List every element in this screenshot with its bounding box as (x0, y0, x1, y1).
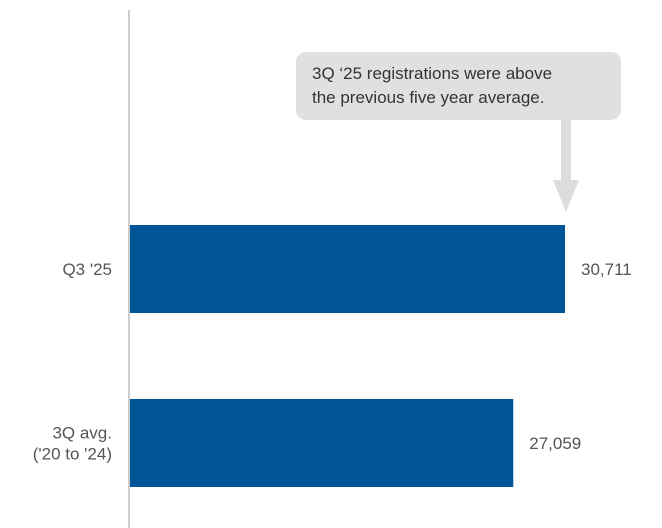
bars-group: Q3 '25 30,711 3Q avg. ('20 to '24) 27,059 (33, 225, 632, 487)
annotation-callout: 3Q ‘25 registrations were above the previ… (296, 52, 621, 212)
value-label-0: 30,711 (581, 260, 632, 279)
annotation-box (296, 52, 621, 120)
category-label-1: 3Q avg. ('20 to '24) (33, 424, 112, 464)
value-label-1: 27,059 (529, 434, 581, 453)
annotation-arrow-head (553, 180, 579, 212)
annotation-arrow-shaft (561, 120, 571, 180)
bar-0 (130, 225, 565, 313)
bar-1 (130, 399, 514, 487)
category-label-0: Q3 '25 (62, 260, 112, 279)
annotation-text: 3Q ‘25 registrations were above the previ… (312, 64, 552, 107)
